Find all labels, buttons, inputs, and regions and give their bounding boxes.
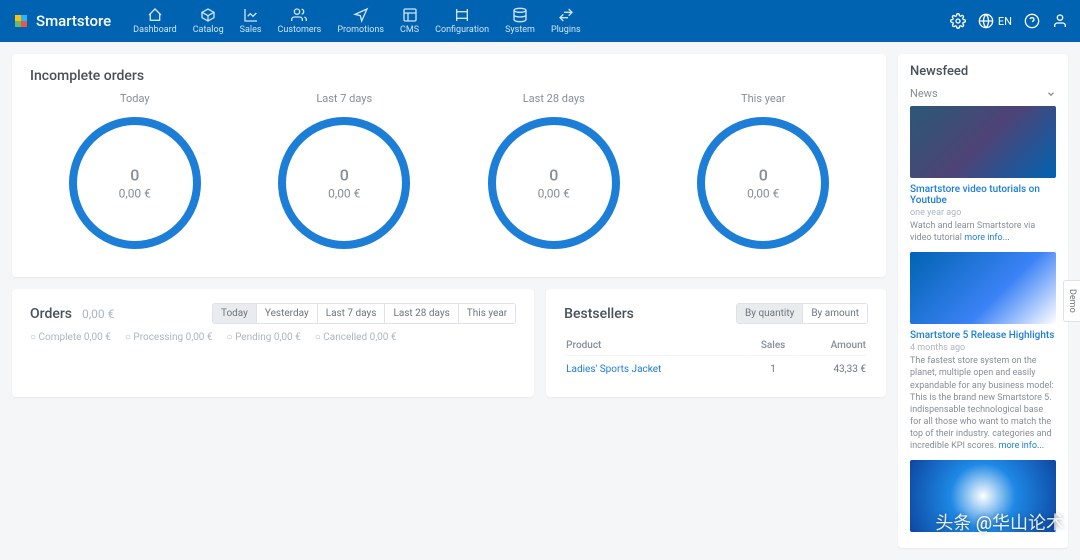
product-link[interactable]: Ladies' Sports Jacket: [566, 364, 661, 375]
ring-label: Last 28 days: [484, 92, 624, 105]
nav-label: CMS: [400, 25, 419, 35]
progress-ring: 0 0,00 €: [484, 113, 624, 253]
nav-label: Configuration: [435, 25, 489, 35]
more-info-link[interactable]: more info...: [964, 233, 1010, 243]
table-header: Amount: [798, 336, 866, 356]
table-row: Ladies' Sports Jacket 143,33 €: [566, 358, 866, 381]
ring-count: 0: [538, 166, 570, 185]
nav-customers[interactable]: Customers: [272, 5, 328, 37]
newsfeed-filter[interactable]: News: [910, 85, 1056, 106]
orders-tab[interactable]: Last 7 days: [317, 304, 385, 323]
orders-tab[interactable]: Today: [213, 304, 256, 323]
nav-sales[interactable]: Sales: [234, 5, 268, 37]
orders-card: Orders 0,00 € TodayYesterdayLast 7 daysL…: [12, 289, 534, 397]
nav-icon: [243, 7, 259, 23]
news-thumb[interactable]: [910, 106, 1056, 178]
nav-system[interactable]: System: [499, 5, 541, 37]
nav-configuration[interactable]: Configuration: [429, 5, 495, 37]
toolbar-right: EN: [950, 13, 1068, 29]
ring-amount: 0,00 €: [119, 187, 151, 201]
nav-icon: [353, 7, 369, 23]
ring-label: Last 7 days: [274, 92, 414, 105]
newsfeed-filter-label: News: [910, 87, 938, 100]
progress-ring: 0 0,00 €: [274, 113, 414, 253]
bestsellers-title: Bestsellers: [564, 306, 634, 322]
nav-label: Catalog: [193, 25, 224, 35]
nav-label: Promotions: [337, 25, 384, 35]
news-meta: one year ago: [910, 208, 1056, 218]
order-status: Processing 0,00 €: [125, 332, 213, 343]
gear-icon[interactable]: [950, 13, 966, 29]
table-header: Sales: [750, 336, 797, 356]
brand-text: Smartstore: [36, 12, 111, 30]
bestsellers-card: Bestsellers By quantityBy amount Product…: [546, 289, 886, 397]
watermark: 头条 @华山论术: [935, 509, 1064, 535]
orders-tab[interactable]: Yesterday: [256, 304, 317, 323]
top-navbar: Smartstore Dashboard Catalog Sales Customer…: [0, 0, 1080, 42]
nav-label: Dashboard: [133, 25, 177, 35]
news-item-title[interactable]: Smartstore 5 Release Highlights: [910, 330, 1056, 341]
amount-cell: 43,33 €: [798, 358, 866, 381]
news-desc: Watch and learn Smartstore via video tut…: [910, 220, 1056, 244]
nav-icon: [402, 7, 418, 23]
nav-plugins[interactable]: Plugins: [545, 5, 587, 37]
nav-icon: [291, 7, 307, 23]
nav-label: Plugins: [551, 25, 581, 35]
order-status: Pending 0,00 €: [227, 332, 301, 343]
nav-cms[interactable]: CMS: [394, 5, 425, 37]
ring-count: 0: [119, 166, 151, 185]
ring-count: 0: [747, 166, 779, 185]
nav-icon: [200, 7, 216, 23]
bestsellers-tab[interactable]: By quantity: [737, 304, 802, 323]
nav-label: System: [505, 25, 535, 35]
news-desc: The fastest store system on the planet, …: [910, 355, 1056, 452]
news-meta: 4 months ago: [910, 343, 1056, 353]
order-status: Complete 0,00 €: [30, 332, 111, 343]
chevron-down-icon: [1046, 89, 1056, 99]
incomplete-orders-card: Incomplete orders Today 0 0,00 € Last 7 day…: [12, 54, 886, 277]
bestsellers-table: ProductSalesAmount Ladies' Sports Jacket…: [564, 334, 868, 383]
progress-ring: 0 0,00 €: [65, 113, 205, 253]
nav-label: Sales: [240, 25, 262, 35]
orders-amount: 0,00 €: [82, 307, 114, 321]
ring-label: This year: [693, 92, 833, 105]
brand[interactable]: Smartstore: [12, 12, 111, 30]
orders-title: Orders: [30, 306, 72, 322]
help-icon[interactable]: [1024, 13, 1040, 29]
nav-icon: [147, 7, 163, 23]
ring-amount: 0,00 €: [747, 187, 779, 201]
globe-icon: [978, 13, 994, 29]
nav-icon: [512, 7, 528, 23]
orders-tab[interactable]: Last 28 days: [384, 304, 457, 323]
nav-icon: [454, 7, 470, 23]
ring-amount: 0,00 €: [538, 187, 570, 201]
news-thumb[interactable]: [910, 252, 1056, 324]
news-item-title[interactable]: Smartstore video tutorials on Youtube: [910, 184, 1056, 206]
table-header: Product: [566, 336, 748, 356]
ring-count: 0: [328, 166, 360, 185]
ring-label: Today: [65, 92, 205, 105]
language-label: EN: [998, 15, 1012, 28]
bestsellers-tabs: By quantityBy amount: [736, 303, 868, 324]
brand-icon: [12, 12, 30, 30]
language-selector[interactable]: EN: [978, 13, 1012, 29]
order-status: Cancelled 0,00 €: [315, 332, 397, 343]
incomplete-orders-title: Incomplete orders: [30, 68, 868, 84]
orders-period-tabs: TodayYesterdayLast 7 daysLast 28 daysThi…: [212, 303, 516, 324]
nav-icon: [558, 7, 574, 23]
nav-label: Customers: [278, 25, 322, 35]
more-info-link[interactable]: more info...: [999, 441, 1045, 451]
ring-amount: 0,00 €: [328, 187, 360, 201]
newsfeed-title: Newsfeed: [910, 64, 1056, 79]
orders-tab[interactable]: This year: [458, 304, 515, 323]
bestsellers-tab[interactable]: By amount: [802, 304, 867, 323]
nav-promotions[interactable]: Promotions: [331, 5, 390, 37]
demo-tab[interactable]: Demo: [1063, 280, 1080, 322]
newsfeed-card: Newsfeed News Smartstore video tutorials…: [898, 54, 1068, 548]
user-icon[interactable]: [1052, 13, 1068, 29]
progress-ring: 0 0,00 €: [693, 113, 833, 253]
sales-cell: 1: [750, 358, 797, 381]
nav-catalog[interactable]: Catalog: [187, 5, 230, 37]
nav-dashboard[interactable]: Dashboard: [127, 5, 183, 37]
